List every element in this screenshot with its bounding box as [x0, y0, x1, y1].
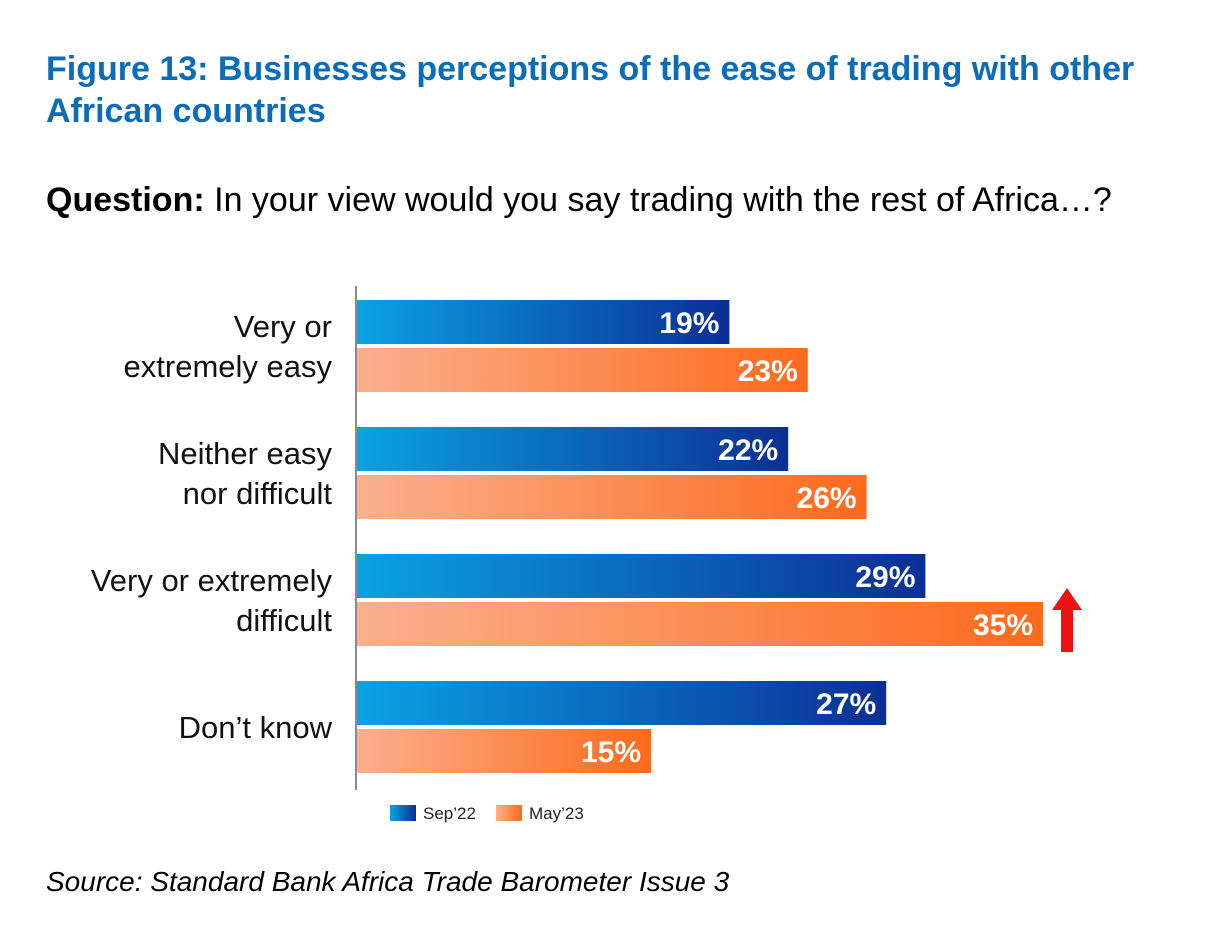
category-label: Very or extremely	[91, 563, 333, 598]
data-label: 19%	[659, 307, 719, 340]
bar-may23	[357, 475, 867, 519]
data-label: 29%	[855, 561, 915, 594]
category-label: difficult	[236, 603, 332, 638]
data-label: 23%	[738, 355, 798, 388]
bar-may23	[357, 729, 651, 773]
data-label: 22%	[718, 434, 778, 467]
figure-title: Figure 13: Businesses perceptions of the…	[46, 50, 1135, 130]
bar-sep22	[357, 300, 730, 344]
category-label: nor difficult	[183, 476, 333, 511]
question-label: Question:	[46, 181, 205, 219]
data-label: 15%	[581, 736, 641, 769]
bar-may23	[357, 602, 1043, 646]
data-label: 35%	[973, 609, 1033, 642]
bar-chart: Very or extremely easy 19% 23% Neither easy n…	[91, 286, 1082, 823]
category-label: Neither easy	[158, 436, 333, 471]
legend-swatch	[496, 805, 522, 821]
category-label: Very or	[234, 309, 332, 344]
data-label: 27%	[816, 688, 876, 721]
category-label: Don’t know	[179, 710, 333, 745]
source-note: Source: Standard Bank Africa Trade Barom…	[46, 866, 730, 897]
bar-sep22	[357, 681, 887, 725]
bar-sep22	[357, 427, 789, 471]
legend-swatch	[390, 805, 416, 821]
category-label: extremely easy	[124, 349, 333, 384]
legend-label: Sep’22	[423, 804, 476, 823]
legend-label: May’23	[529, 804, 584, 823]
bar-sep22	[357, 554, 926, 598]
data-label: 26%	[797, 482, 857, 515]
question-body: In your view would you say trading with …	[214, 181, 1112, 219]
up-arrow-icon	[1052, 588, 1082, 652]
bar-may23	[357, 348, 808, 392]
question-text: Question: In your view would you say tra…	[46, 172, 1166, 229]
